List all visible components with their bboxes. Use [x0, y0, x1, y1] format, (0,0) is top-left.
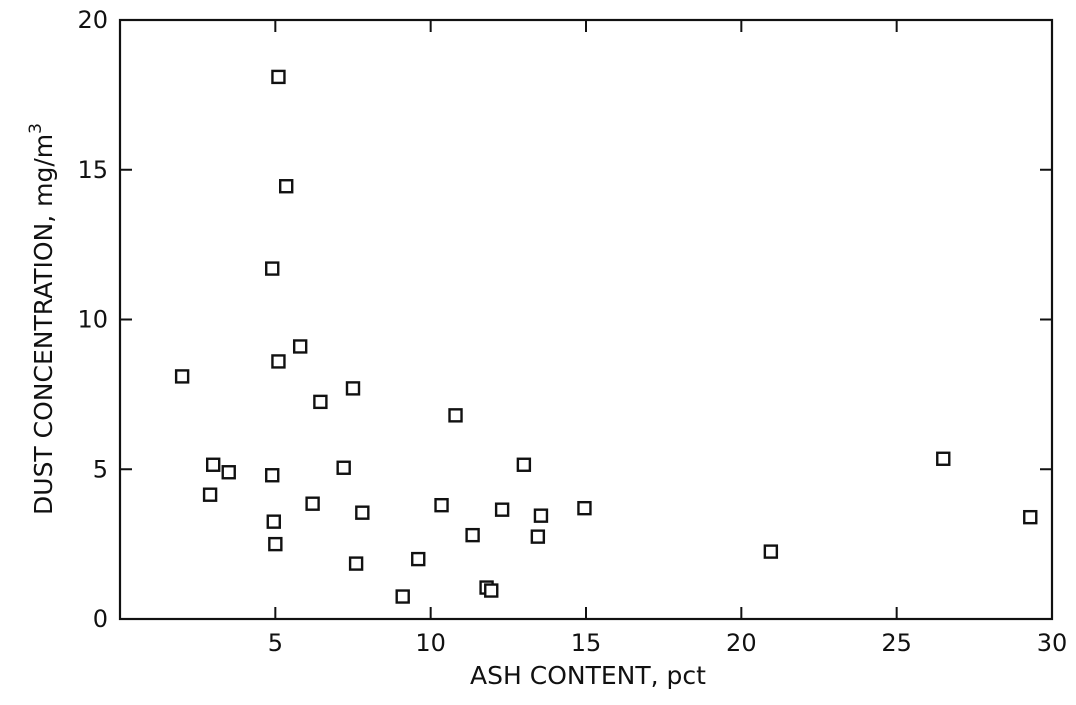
data-point-1 [202, 487, 218, 502]
axis-tick-labels: 5 10 15 20 25 30 0 5 10 15 20 [77, 6, 1067, 657]
x-tick-label-5: 5 [268, 629, 283, 657]
y-tick-label-10: 10 [77, 306, 108, 334]
axis-ticks [120, 19, 1053, 620]
x-tick-label-10: 10 [415, 629, 446, 657]
plot-frame [118, 18, 1054, 621]
data-point-7 [268, 536, 283, 552]
data-point-27 [530, 529, 546, 544]
data-point-4 [265, 261, 280, 276]
data-point-9 [271, 354, 286, 369]
data-point-14 [336, 460, 351, 475]
data-point-11 [292, 339, 308, 354]
y-tick-label-0: 0 [93, 605, 108, 633]
data-point-10 [279, 179, 294, 194]
data-point-26 [516, 457, 532, 472]
x-tick-label-20: 20 [726, 629, 757, 657]
data-point-22 [465, 527, 480, 543]
data-point-29 [577, 500, 592, 516]
x-tick-label-15: 15 [571, 629, 602, 657]
data-point-17 [355, 505, 370, 520]
y-axis-title: DUST CONCENTRATION, mg/m3 [26, 123, 58, 515]
data-point-18 [395, 589, 410, 604]
data-point-8 [271, 69, 286, 85]
plot-border [118, 18, 1054, 621]
x-axis-title: ASH CONTENT, pct [470, 661, 706, 690]
svg-text:DUST CONCENTRATION, mg/m3: DUST CONCENTRATION, mg/m3 [26, 123, 58, 515]
data-point-16 [348, 556, 364, 571]
data-points [174, 69, 1038, 604]
y-tick-label-15: 15 [77, 156, 108, 184]
x-tick-label-30: 30 [1037, 629, 1068, 657]
data-point-31 [936, 451, 951, 466]
y-axis-title-main: DUST CONCENTRATION, mg/m [29, 134, 58, 515]
data-point-6 [266, 514, 281, 529]
x-tick-label-25: 25 [881, 629, 912, 657]
data-point-12 [305, 496, 320, 511]
data-point-32 [1023, 509, 1038, 525]
data-point-30 [763, 544, 779, 559]
data-point-13 [313, 394, 328, 410]
data-point-28 [533, 508, 549, 523]
data-point-24 [484, 583, 499, 598]
y-tick-label-5: 5 [93, 455, 108, 483]
y-axis-title-superscript: 3 [26, 123, 46, 134]
data-point-3 [221, 465, 236, 480]
data-point-15 [345, 381, 361, 396]
data-point-2 [205, 457, 221, 472]
data-point-19 [411, 551, 426, 567]
data-point-20 [434, 497, 449, 513]
y-tick-label-20: 20 [77, 6, 108, 34]
data-point-5 [265, 468, 280, 483]
data-point-0 [174, 369, 190, 384]
data-point-21 [448, 408, 463, 423]
data-point-25 [494, 502, 510, 517]
